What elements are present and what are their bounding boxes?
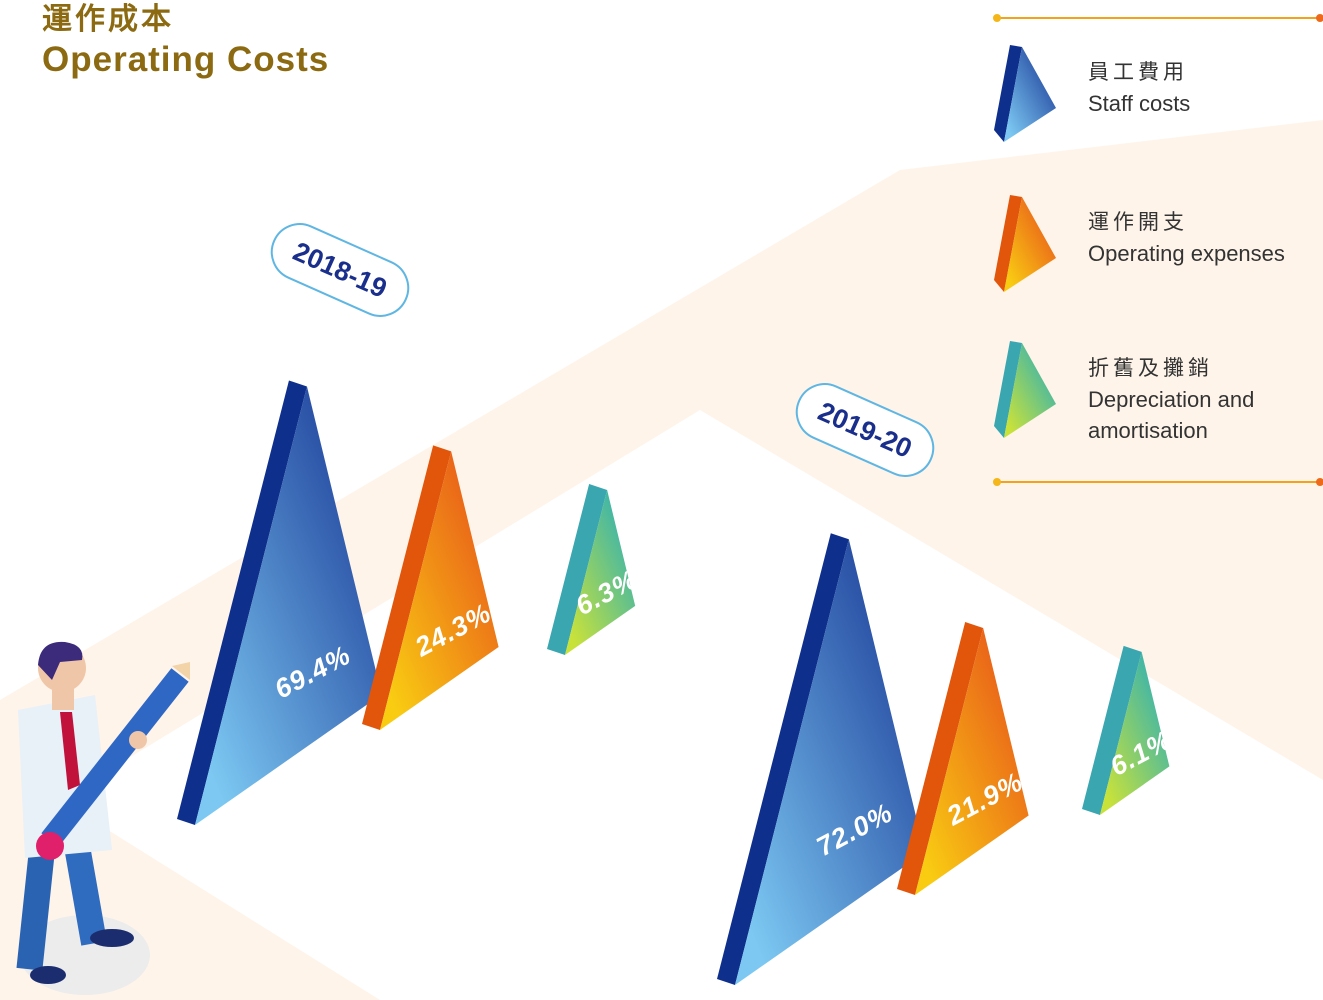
- legend-icon: [1004, 47, 1056, 142]
- legend-dot: [993, 14, 1001, 22]
- legend-dot: [1316, 478, 1323, 486]
- chart-subtitle: Operating Costs: [42, 40, 330, 79]
- legend-label-zh: 員工費用: [1088, 61, 1188, 84]
- legend-item: 運作開支 Operating expenses: [1088, 208, 1320, 269]
- triangle: [195, 386, 382, 825]
- background-floor: [60, 410, 1323, 1000]
- legend-icon-side: [994, 195, 1022, 292]
- legend-item: 折舊及攤銷 Depreciation and amortisation: [1088, 354, 1320, 446]
- triangle-side: [362, 445, 452, 730]
- person-illustration: [16, 641, 190, 995]
- year-pill: [795, 383, 935, 477]
- legend-dot: [1316, 14, 1323, 22]
- legend-icon-side: [994, 341, 1022, 438]
- legend-icon: [1004, 197, 1056, 292]
- triangle-side: [177, 380, 307, 825]
- triangle: [915, 628, 1029, 895]
- triangle-side: [547, 484, 608, 655]
- legend-label: Depreciation and amortisation: [1088, 387, 1255, 443]
- triangle: [565, 490, 636, 655]
- triangle: [735, 539, 925, 985]
- legend-label-zh: 運作開支: [1088, 211, 1188, 234]
- triangle-side: [897, 622, 984, 895]
- year-pill: [270, 223, 410, 317]
- legend-label-zh: 折舊及攤銷: [1088, 357, 1213, 380]
- legend-label: Staff costs: [1088, 91, 1191, 116]
- legend-icon-side: [994, 45, 1022, 142]
- legend-dot: [993, 478, 1001, 486]
- legend-item: 員工費用 Staff costs: [1088, 58, 1320, 119]
- triangle-side: [1082, 645, 1142, 815]
- legend-label: Operating expenses: [1088, 241, 1285, 266]
- triangle: [380, 451, 499, 730]
- triangle: [1100, 651, 1170, 815]
- chart-title: 運作成本: [42, 3, 174, 36]
- triangle-side: [717, 533, 849, 985]
- legend-icon: [1004, 343, 1056, 438]
